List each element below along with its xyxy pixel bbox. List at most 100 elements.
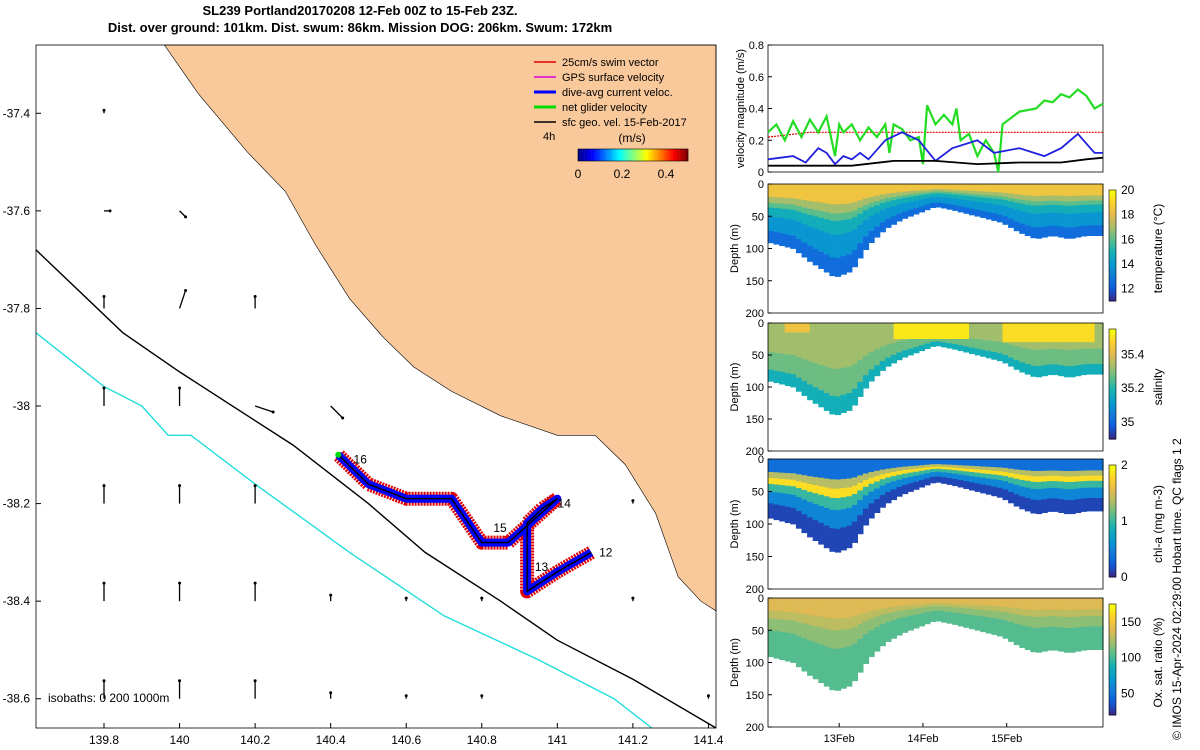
vel-ytick-label-4: 0.8 [749, 40, 764, 52]
section-1-cell-46-1 [1024, 348, 1031, 365]
section-0-cell-27-2 [918, 192, 925, 196]
colorbar-cell-5 [589, 149, 592, 161]
section-3-cell-34-1 [957, 604, 964, 609]
section-0-cbar-cell-7 [1109, 278, 1116, 283]
section-0-cbar-cell-31 [1109, 212, 1116, 216]
geo-vector-head-2 [102, 294, 106, 298]
section-3-cbar-cell-26 [1109, 640, 1116, 644]
section-0-cell-23-0 [896, 184, 903, 193]
section-3-cell-16-3 [857, 638, 864, 673]
section-3-cell-46-3 [1024, 626, 1031, 650]
section-2-cell-14-4 [846, 507, 853, 527]
section-2-cell-11-4 [829, 509, 836, 529]
section-0-cell-22-0 [890, 184, 897, 194]
section-3-cell-10-3 [823, 646, 830, 687]
section-0-cell-44-5 [1013, 221, 1020, 232]
section-0-cell-5-1 [795, 199, 803, 207]
colorbar-cell-19 [619, 149, 623, 161]
section-3-cell-18-3 [868, 630, 875, 657]
section-0-cell-46-2 [1024, 200, 1031, 205]
section-0-cell-33-2 [952, 192, 959, 195]
section-0-cell-7-0 [807, 184, 814, 202]
section-0-cell-27-4 [918, 199, 925, 207]
section-0-cell-36-4 [969, 200, 976, 209]
section-3-cell-52-1 [1058, 609, 1065, 617]
section-0-cell-54-5 [1069, 227, 1076, 239]
section-2-cell-54-4 [1069, 489, 1076, 501]
section-1-cell-36-2 [969, 347, 976, 354]
section-3-cbar-tick-1: 100 [1121, 651, 1141, 665]
section-0-cell-35-0 [963, 184, 970, 191]
section-1-cbar-cell-23 [1109, 373, 1116, 377]
geo-vector-head-18 [329, 593, 333, 597]
section-0-cell-17-2 [862, 205, 870, 211]
section-3-cbar-cell-20 [1109, 656, 1116, 660]
velocity-series-2 [767, 131, 1103, 166]
section-2-cell-55-0 [1075, 459, 1082, 472]
section-0-cbar-cell-17 [1109, 251, 1116, 255]
section-0-cell-48-2 [1036, 201, 1043, 207]
section-3-cell-17-2 [862, 621, 870, 635]
section-2-cell-34-5 [957, 480, 964, 488]
section-1-cell-17-2 [862, 375, 870, 389]
section-0-cell-6-5 [801, 242, 808, 258]
section-1-cell-8-1 [812, 363, 819, 388]
section-3-cell-49-1 [1041, 609, 1048, 617]
section-0-cell-28-4 [924, 198, 931, 206]
section-2-cell-3-0 [784, 459, 791, 474]
section-2-cell-41-1 [996, 467, 1004, 472]
section-2-cell-33-3 [952, 470, 959, 475]
section-2-cell-40-0 [991, 459, 998, 468]
colorbar-cell-41 [668, 149, 671, 161]
colorbar-cell-46 [679, 149, 682, 161]
figure-title: SL239 Portland20170208 12-Feb 00Z to 15-… [0, 2, 720, 36]
section-3-cell-22-2 [890, 612, 897, 621]
section-3-cell-25-3 [907, 615, 914, 631]
section-0-cell-19-3 [874, 205, 881, 214]
section-1-cell-8-0 [812, 323, 819, 364]
section-1-cbar-cell-14 [1109, 397, 1116, 402]
section-0-cell-28-5 [924, 204, 931, 211]
section-2-cell-13-2 [840, 488, 847, 498]
section-1-cell-52-2 [1058, 365, 1065, 377]
section-2-cell-34-0 [957, 459, 964, 466]
section-2-cell-33-4 [952, 473, 959, 480]
section-0-cell-41-3 [996, 199, 1004, 206]
section-2-cell-12-0 [835, 459, 842, 480]
section-0-cell-35-3 [963, 195, 970, 201]
section-3-cell-2-1 [779, 611, 786, 620]
section-0-cell-59-0 [1097, 184, 1104, 196]
section-2-cell-29-3 [929, 469, 937, 473]
section-3-cell-22-3 [890, 620, 897, 639]
section-3-cell-6-0 [801, 598, 808, 615]
section-2-cell-27-1 [918, 465, 925, 469]
section-3-cbar-cell-34 [1109, 617, 1116, 622]
section-2-cell-20-0 [879, 459, 886, 470]
section-0-cbar-cell-29 [1109, 217, 1116, 222]
section-2-cell-48-4 [1036, 489, 1043, 501]
section-0-cell-50-3 [1047, 204, 1054, 214]
section-1-cell-2-0 [779, 323, 786, 354]
section-0-cell-10-5 [823, 254, 830, 273]
section-0-cell-58-2 [1091, 200, 1098, 205]
section-3-cbar-cell-9 [1109, 687, 1116, 691]
section-3-cell-26-3 [913, 614, 920, 629]
section-0-cbar-cell-5 [1109, 284, 1116, 288]
section-2-cell-42-0 [1002, 459, 1009, 469]
section-3-cell-15-2 [851, 627, 858, 644]
section-2-cell-43-0 [1008, 459, 1015, 470]
section-0-cell-8-3 [812, 216, 819, 229]
section-2-cell-4-1 [790, 473, 797, 481]
section-0-cell-39-5 [985, 212, 992, 220]
section-1-cell-7-2 [807, 384, 814, 401]
section-0-cell-5-2 [795, 206, 803, 212]
section-0-cell-35-5 [963, 207, 970, 214]
section-2-cell-26-2 [913, 468, 920, 473]
section-1-cbar-cell-20 [1109, 381, 1116, 385]
section-3-cell-8-1 [812, 615, 819, 627]
section-2-cell-17-5 [862, 508, 870, 526]
section-2-cbar-cell-23 [1109, 509, 1116, 514]
section-3-cell-32-0 [946, 598, 953, 604]
colorbar-cell-20 [622, 149, 625, 161]
section-2-cell-16-5 [857, 515, 864, 535]
